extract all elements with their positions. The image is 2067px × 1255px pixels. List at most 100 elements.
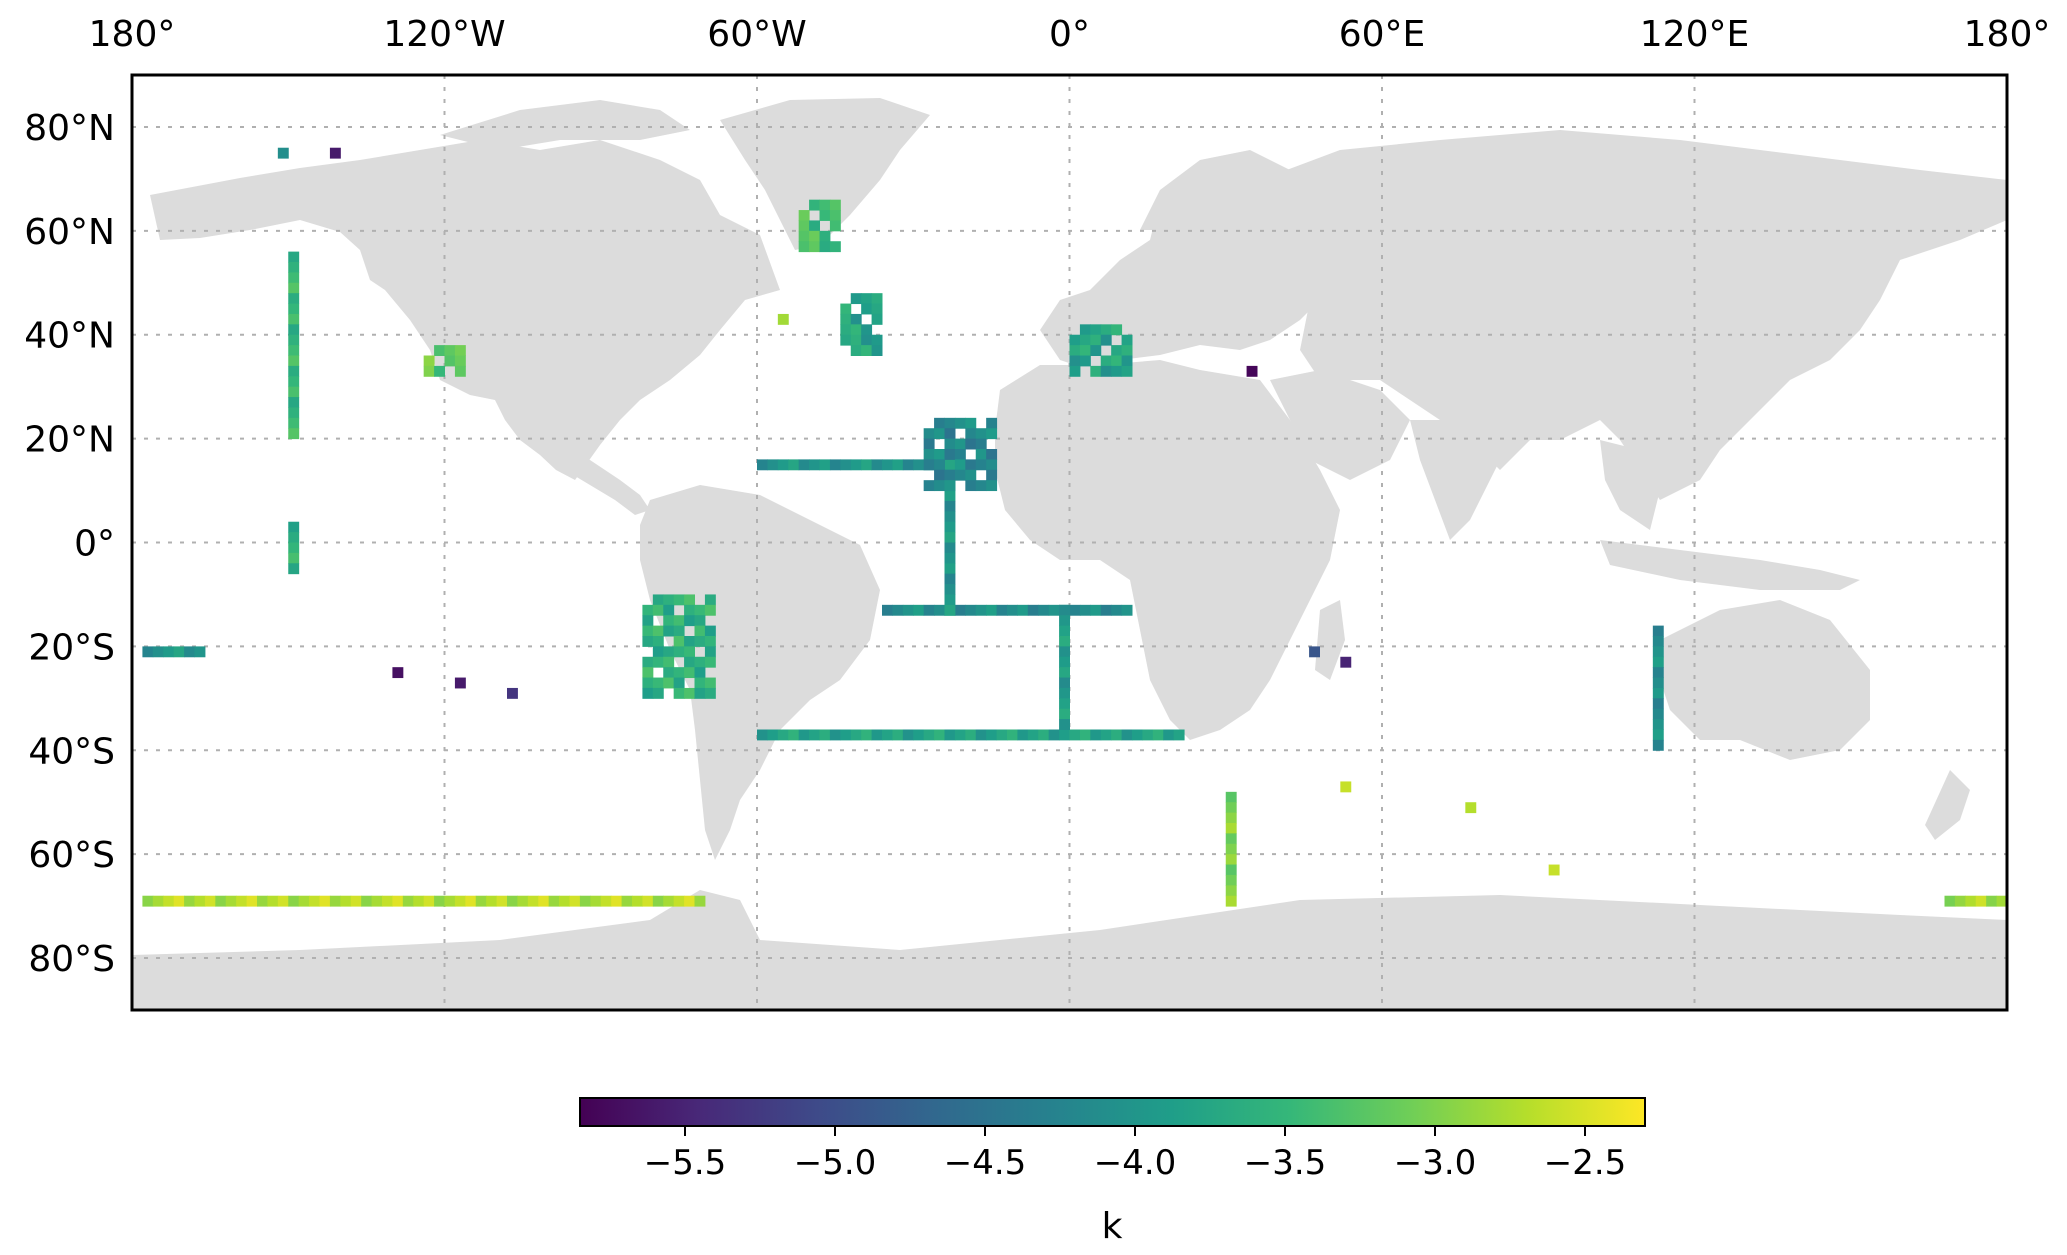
- data-cell: [288, 521, 300, 533]
- data-cell: [819, 199, 831, 211]
- colorbar-tick-label: −3.0: [1394, 1143, 1477, 1183]
- data-cell: [1111, 604, 1123, 616]
- data-cell: [663, 667, 675, 679]
- data-cell: [965, 729, 977, 741]
- data-cell: [673, 646, 685, 658]
- data-cell: [1121, 355, 1133, 367]
- data-cell: [642, 687, 654, 699]
- data-cell: [642, 604, 654, 616]
- data-cell: [871, 293, 883, 305]
- data-cell: [694, 677, 706, 689]
- data-cell: [986, 480, 998, 492]
- data-cell: [944, 604, 956, 616]
- data-cell: [423, 355, 435, 367]
- data-cell: [319, 895, 331, 907]
- data-cell: [923, 604, 935, 616]
- data-cell: [329, 895, 341, 907]
- data-cell: [684, 687, 695, 699]
- data-cell: [934, 417, 945, 429]
- data-cell: [538, 895, 550, 907]
- data-cell: [1090, 729, 1102, 741]
- data-cell: [454, 345, 466, 356]
- land-new-zealand: [1925, 770, 1970, 840]
- landmasses: [132, 98, 2007, 1010]
- data-cell: [152, 895, 164, 907]
- data-cell: [809, 199, 820, 211]
- data-cell: [871, 345, 883, 356]
- data-cell: [1954, 895, 1966, 907]
- data-cell: [975, 604, 987, 616]
- data-cell: [673, 636, 685, 647]
- data-cell: [434, 895, 445, 907]
- data-cell: [371, 895, 383, 907]
- data-cell: [986, 449, 998, 460]
- land-australia: [1660, 600, 1870, 760]
- data-cell: [1173, 729, 1185, 741]
- data-cell: [819, 230, 831, 242]
- data-cell: [777, 313, 789, 325]
- colorbar-tick-label: −3.5: [1244, 1143, 1327, 1183]
- data-cell: [1111, 345, 1123, 356]
- data-cell: [663, 594, 675, 606]
- data-cell: [975, 428, 987, 440]
- data-cell: [871, 334, 883, 346]
- data-cell: [1059, 625, 1070, 637]
- data-cell: [1225, 854, 1237, 866]
- data-cell: [1007, 604, 1018, 616]
- data-cell: [652, 604, 664, 616]
- data-cell: [1069, 345, 1081, 356]
- data-cell: [152, 646, 164, 658]
- data-cell: [809, 729, 820, 741]
- data-cell: [1007, 729, 1018, 741]
- data-cell: [1652, 698, 1664, 710]
- data-cell: [965, 604, 977, 616]
- data-cell: [954, 449, 966, 460]
- data-cell: [663, 625, 675, 637]
- data-cell: [1059, 604, 1070, 616]
- data-cell: [913, 729, 925, 741]
- data-cell: [652, 687, 664, 699]
- land-europe: [1040, 170, 1330, 370]
- data-cell: [684, 604, 695, 616]
- data-cell: [944, 573, 956, 585]
- data-cell: [965, 428, 977, 440]
- data-cell: [1090, 345, 1102, 356]
- data-cell: [1132, 729, 1143, 741]
- data-cell: [944, 594, 956, 606]
- data-cell: [1121, 334, 1133, 346]
- data-cell: [673, 625, 685, 637]
- data-cell: [434, 365, 445, 377]
- data-cell: [673, 615, 685, 627]
- data-cell: [257, 895, 268, 907]
- data-cell: [507, 895, 518, 907]
- land-scandinavia: [1140, 150, 1290, 230]
- data-cell: [902, 604, 914, 616]
- latitude-label: 60°N: [24, 212, 115, 253]
- data-cell: [1069, 355, 1081, 367]
- data-cell: [850, 459, 862, 471]
- data-cell: [184, 646, 195, 658]
- land-arctic-islands: [440, 100, 690, 150]
- data-cell: [819, 210, 831, 221]
- data-cell: [652, 646, 664, 658]
- land-madagascar: [1315, 600, 1345, 680]
- data-cell: [954, 459, 966, 471]
- data-cell: [288, 417, 300, 429]
- data-cell: [684, 895, 695, 907]
- data-cell: [392, 895, 404, 907]
- data-cell: [236, 895, 248, 907]
- data-cell: [798, 729, 810, 741]
- data-cell: [288, 303, 300, 315]
- longitude-label: 120°W: [383, 14, 505, 55]
- data-cell: [288, 386, 300, 398]
- data-cell: [1017, 729, 1029, 741]
- longitude-tick-labels: 180° 120°W 60°W 0° 60°E 120°E 180°: [89, 14, 2051, 55]
- data-cell: [1548, 864, 1560, 876]
- data-cell: [819, 241, 831, 253]
- data-cell: [829, 220, 841, 232]
- data-cell: [673, 895, 685, 907]
- data-cell: [944, 552, 956, 564]
- latitude-label: 80°N: [24, 108, 115, 149]
- data-cell: [1111, 365, 1123, 377]
- data-cell: [288, 407, 300, 419]
